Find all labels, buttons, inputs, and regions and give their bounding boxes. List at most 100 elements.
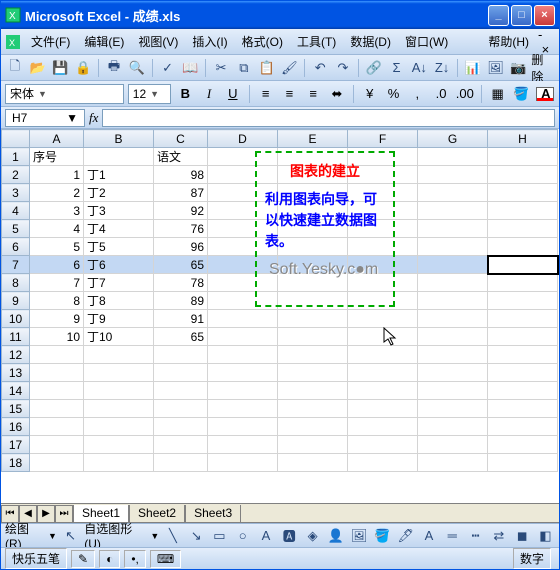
cell[interactable]	[348, 436, 418, 454]
cell[interactable]	[488, 400, 558, 418]
percent-icon[interactable]: %	[384, 84, 404, 104]
cell[interactable]: 5	[30, 238, 84, 256]
redo-icon[interactable]: ↷	[333, 58, 353, 78]
wordart-icon[interactable]: 🅰	[280, 526, 299, 546]
cell[interactable]: 76	[154, 220, 208, 238]
undo-icon[interactable]: ↶	[310, 58, 330, 78]
cell[interactable]	[208, 238, 278, 256]
row-header[interactable]: 14	[2, 382, 30, 400]
row-header[interactable]: 11	[2, 328, 30, 346]
align-center-icon[interactable]: ≡	[280, 84, 300, 104]
cell[interactable]	[488, 346, 558, 364]
cell[interactable]	[208, 256, 278, 274]
cell[interactable]	[418, 202, 488, 220]
spell-icon[interactable]: ✓	[158, 58, 178, 78]
cell[interactable]	[488, 256, 558, 274]
cell[interactable]	[488, 310, 558, 328]
cell[interactable]	[348, 220, 418, 238]
cell[interactable]: 序号	[30, 148, 84, 166]
rect-icon[interactable]: ▭	[210, 526, 229, 546]
cell[interactable]: 1	[30, 166, 84, 184]
row-header[interactable]: 8	[2, 274, 30, 292]
dec-decimal-icon[interactable]: .00	[455, 84, 475, 104]
maximize-button[interactable]: □	[511, 5, 532, 26]
align-left-icon[interactable]: ≡	[256, 84, 276, 104]
cell[interactable]	[208, 400, 278, 418]
cell[interactable]	[84, 400, 154, 418]
cell[interactable]	[278, 328, 348, 346]
cell[interactable]	[84, 454, 154, 472]
cell[interactable]: 89	[154, 292, 208, 310]
cell[interactable]	[488, 454, 558, 472]
cell[interactable]	[84, 382, 154, 400]
cell[interactable]: 4	[30, 220, 84, 238]
cell[interactable]	[278, 382, 348, 400]
doc-close-icon[interactable]: - ×	[537, 32, 557, 52]
cell[interactable]	[348, 292, 418, 310]
cell[interactable]	[278, 184, 348, 202]
research-icon[interactable]: 📖	[180, 58, 200, 78]
cell[interactable]	[348, 418, 418, 436]
column-header-B[interactable]: B	[84, 130, 154, 148]
cell[interactable]	[418, 364, 488, 382]
currency-icon[interactable]: ¥	[360, 84, 380, 104]
menu-view[interactable]: 视图(V)	[132, 31, 184, 52]
picture-icon[interactable]: 🖼	[350, 526, 369, 546]
select-icon[interactable]: ↖	[61, 526, 80, 546]
cell[interactable]	[488, 184, 558, 202]
font-color-icon[interactable]	[535, 84, 555, 104]
cell[interactable]	[418, 310, 488, 328]
cell[interactable]	[278, 400, 348, 418]
cell[interactable]	[30, 364, 84, 382]
cell[interactable]: 10	[30, 328, 84, 346]
cell[interactable]: 丁6	[84, 256, 154, 274]
cell[interactable]	[278, 202, 348, 220]
dashstyle-icon[interactable]: ┅	[466, 526, 485, 546]
cell[interactable]	[208, 184, 278, 202]
cut-icon[interactable]: ✂	[211, 58, 231, 78]
underline-button[interactable]: U	[223, 84, 243, 104]
row-header[interactable]: 12	[2, 346, 30, 364]
cell[interactable]	[278, 148, 348, 166]
cell[interactable]: 丁5	[84, 238, 154, 256]
cell[interactable]	[208, 202, 278, 220]
cell[interactable]: 丁10	[84, 328, 154, 346]
cell[interactable]	[418, 256, 488, 274]
name-box[interactable]: H7▼	[5, 109, 85, 127]
cell[interactable]	[488, 436, 558, 454]
cell[interactable]	[30, 454, 84, 472]
column-header-E[interactable]: E	[278, 130, 348, 148]
cell[interactable]: 92	[154, 202, 208, 220]
cell[interactable]: 6	[30, 256, 84, 274]
cell[interactable]	[208, 364, 278, 382]
cell[interactable]	[348, 400, 418, 418]
cell[interactable]	[418, 148, 488, 166]
cell[interactable]	[278, 346, 348, 364]
cell[interactable]	[154, 418, 208, 436]
cell[interactable]: 丁9	[84, 310, 154, 328]
delete-label[interactable]: 删除	[531, 51, 555, 85]
menu-file[interactable]: 文件(F)	[25, 31, 76, 52]
cell[interactable]	[30, 346, 84, 364]
cell[interactable]	[348, 202, 418, 220]
cell[interactable]	[154, 436, 208, 454]
column-header-A[interactable]: A	[30, 130, 84, 148]
cell[interactable]: 87	[154, 184, 208, 202]
cell[interactable]	[278, 238, 348, 256]
cell[interactable]: 7	[30, 274, 84, 292]
cell[interactable]	[418, 418, 488, 436]
oval-icon[interactable]: ○	[233, 526, 252, 546]
cell[interactable]	[208, 166, 278, 184]
cell[interactable]	[488, 418, 558, 436]
3d-icon[interactable]: ◧	[536, 526, 555, 546]
cell[interactable]	[278, 418, 348, 436]
sort-asc-icon[interactable]: A↓	[409, 58, 429, 78]
tab-last-icon[interactable]: ⏭	[55, 505, 73, 523]
cell[interactable]	[30, 400, 84, 418]
link-icon[interactable]: 🔗	[364, 58, 384, 78]
row-header[interactable]: 9	[2, 292, 30, 310]
cell[interactable]	[208, 310, 278, 328]
cell[interactable]	[278, 292, 348, 310]
cell[interactable]	[30, 418, 84, 436]
chart-icon[interactable]: 📊	[463, 58, 483, 78]
